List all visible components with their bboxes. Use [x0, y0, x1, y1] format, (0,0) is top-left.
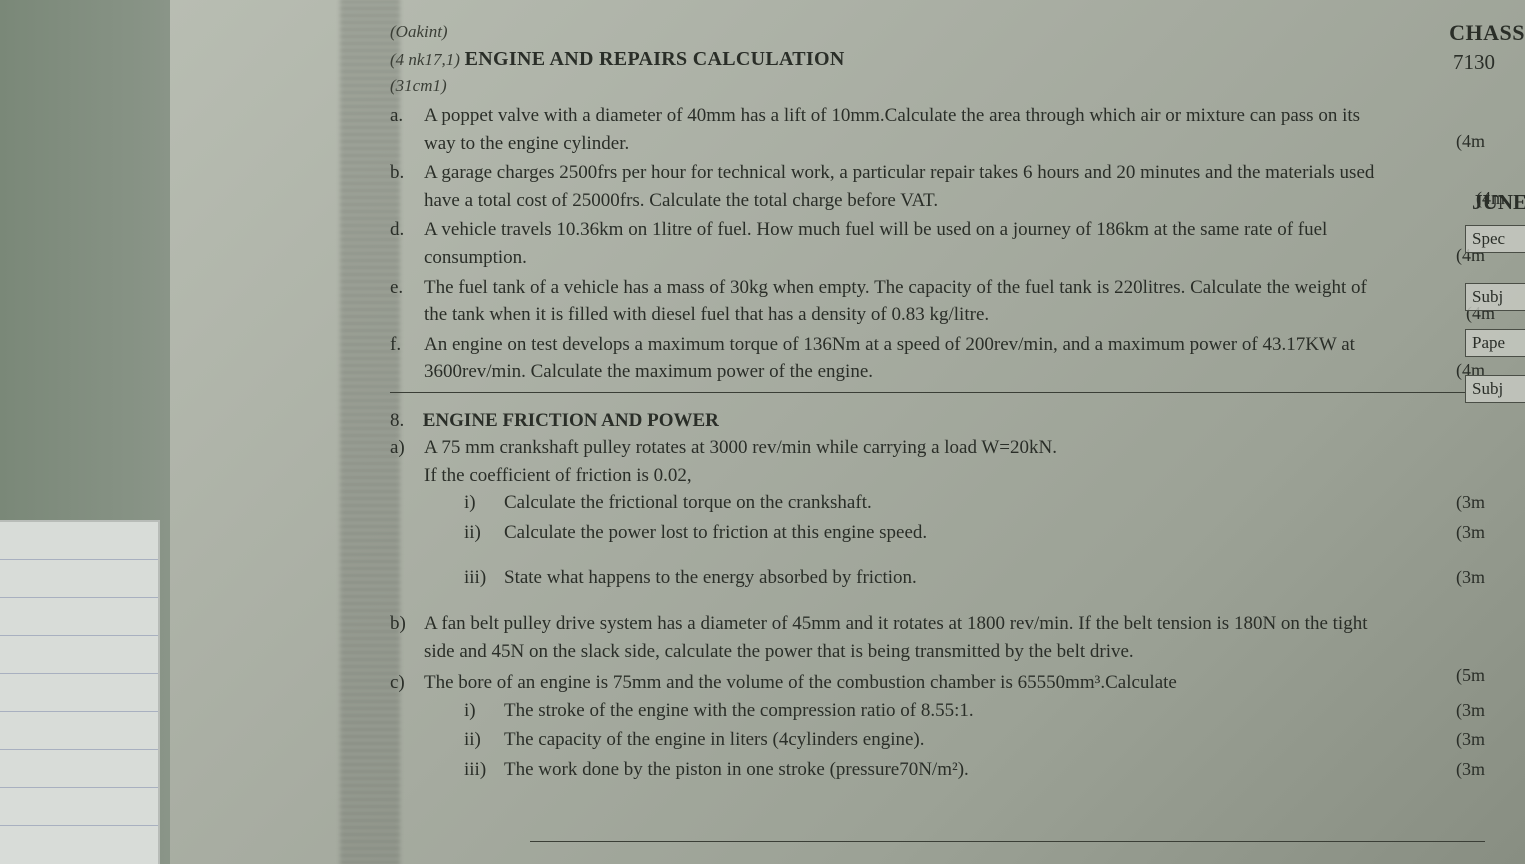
marks: (4m [1476, 185, 1505, 211]
roman-label: i) [464, 489, 476, 517]
roman-label: ii) [464, 726, 481, 754]
roman-text: Calculate the power lost to friction at … [504, 522, 927, 543]
sub-tag: (31cm1) [390, 74, 1525, 99]
q-label: f. [390, 331, 418, 359]
marks: (3m [1456, 726, 1485, 752]
q-text: The fuel tank of a vehicle has a mass of… [424, 274, 1384, 329]
q-intro-2: If the coefficient of friction is 0.02, [424, 462, 1384, 490]
bottom-horizontal-rule [530, 841, 1485, 842]
q7-b: b. A garage charges 2500frs per hour for… [390, 159, 1525, 214]
roman-text: The stroke of the engine with the compre… [504, 700, 974, 721]
question-7-list: a. A poppet valve with a diameter of 40m… [390, 102, 1525, 385]
roman-text: State what happens to the energy absorbe… [504, 567, 917, 588]
q8-b: b) A fan belt pulley drive system has a … [390, 610, 1525, 665]
q7-a: a. A poppet valve with a diameter of 40m… [390, 102, 1525, 157]
horizontal-rule [390, 392, 1465, 393]
q8-a: a) A 75 mm crankshaft pulley rotates at … [390, 434, 1525, 592]
roman-text: The capacity of the engine in liters (4c… [504, 729, 924, 750]
side-box: Subj [1465, 375, 1525, 403]
marks: (3m [1456, 519, 1485, 545]
marks: (4m [1456, 128, 1485, 154]
roman-label: iii) [464, 564, 486, 592]
q-intro: The bore of an engine is 75mm and the vo… [424, 669, 1384, 697]
q-text: A fan belt pulley drive system has a dia… [424, 610, 1384, 665]
marks: (3m [1456, 697, 1485, 723]
sec-title: ENGINE FRICTION AND POWER [423, 410, 719, 431]
notebook-edge [0, 520, 160, 864]
marks: (3m [1456, 489, 1485, 515]
q8-c-iii: iii) The work done by the piston in one … [464, 756, 1525, 784]
q-label: c) [390, 669, 405, 697]
exam-paper: CHASS 7130 JUNE (Oakint) (4 nk17,1) ENGI… [170, 0, 1525, 864]
roman-label: iii) [464, 756, 486, 784]
marks: (3m [1456, 564, 1485, 590]
q-label: b. [390, 159, 418, 187]
side-box: Spec [1465, 225, 1525, 253]
section-8-list: a) A 75 mm crankshaft pulley rotates at … [390, 434, 1525, 783]
q7-e: e. The fuel tank of a vehicle has a mass… [390, 274, 1525, 329]
q-label: d. [390, 216, 418, 244]
q7-f: f. An engine on test develops a maximum … [390, 331, 1525, 386]
side-box: Subj [1465, 283, 1525, 311]
q8-a-i: i) Calculate the frictional torque on th… [464, 489, 1525, 517]
roman-text: Calculate the frictional torque on the c… [504, 492, 872, 513]
q8-a-ii: ii) Calculate the power lost to friction… [464, 519, 1525, 547]
section-8-header: 8. ENGINE FRICTION AND POWER [390, 407, 1525, 435]
q-label: b) [390, 610, 406, 638]
q7-d: d. A vehicle travels 10.36km on 1litre o… [390, 216, 1525, 271]
q8-c: c) The bore of an engine is 75mm and the… [390, 669, 1525, 783]
q-text: A poppet valve with a diameter of 40mm h… [424, 102, 1384, 157]
side-label-boxes: Spec Subj Pape Subj [1465, 225, 1525, 421]
q-text: An engine on test develops a maximum tor… [424, 331, 1384, 386]
q-label: a. [390, 102, 418, 130]
roman-label: i) [464, 697, 476, 725]
side-box: Pape [1465, 329, 1525, 357]
q8-c-i: i) The stroke of the engine with the com… [464, 697, 1525, 725]
q-label: a) [390, 434, 405, 462]
page-content: (Oakint) (4 nk17,1) ENGINE AND REPAIRS C… [170, 20, 1525, 783]
roman-label: ii) [464, 519, 481, 547]
roman-text: The work done by the piston in one strok… [504, 759, 969, 780]
q8-a-iii: iii) State what happens to the energy ab… [464, 564, 1525, 592]
q-text: A garage charges 2500frs per hour for te… [424, 159, 1384, 214]
top-tag: (Oakint) [390, 20, 1525, 45]
marks: (3m [1456, 756, 1485, 782]
q-intro-1: A 75 mm crankshaft pulley rotates at 300… [424, 434, 1384, 462]
q-label: e. [390, 274, 418, 302]
q-text: A vehicle travels 10.36km on 1litre of f… [424, 216, 1384, 271]
q8-c-ii: ii) The capacity of the engine in liters… [464, 726, 1525, 754]
code-prefix: (4 nk17,1) [390, 50, 460, 69]
section-title: ENGINE AND REPAIRS CALCULATION [465, 48, 845, 70]
sec-num: 8. [390, 407, 418, 435]
